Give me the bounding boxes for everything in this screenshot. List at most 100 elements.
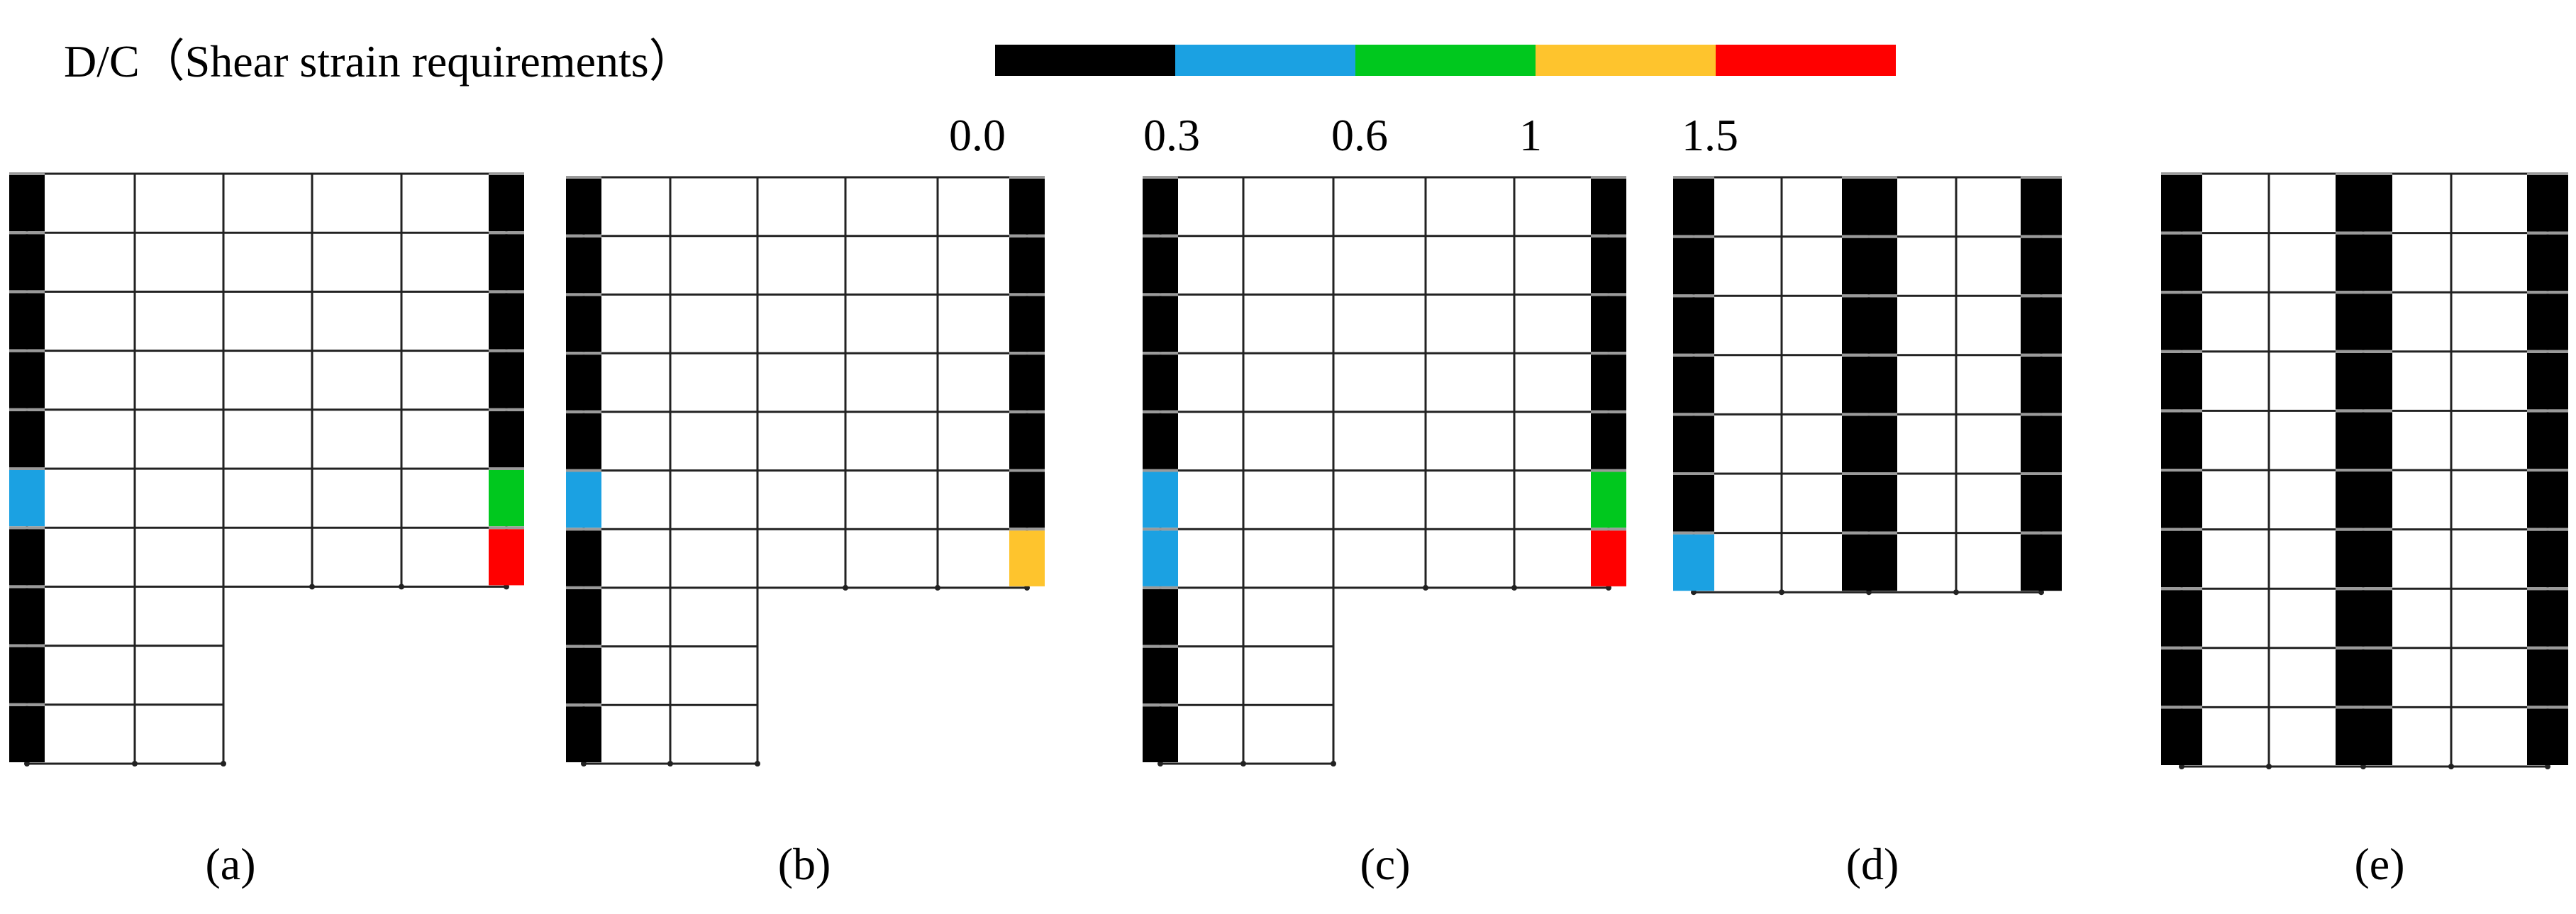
wall-right-story-3 <box>1591 296 1626 352</box>
support-node <box>843 584 848 591</box>
wall-center-story-6 <box>1842 475 1897 532</box>
wall-center-story-7 <box>1842 534 1897 591</box>
legend-tick-label: 1 <box>1519 110 1542 160</box>
support-node <box>1691 589 1697 596</box>
wall-left-story-3 <box>1143 296 1178 352</box>
wall-left-story-1 <box>566 179 601 235</box>
support-node <box>1240 761 1246 767</box>
support-node <box>1511 584 1517 591</box>
wall-right-story-7 <box>1009 530 1045 586</box>
wall-left-story-7 <box>2161 530 2202 588</box>
wall-left-story-9 <box>566 647 601 704</box>
wall-right-story-5 <box>2021 416 2062 472</box>
wall-left-story-3 <box>566 296 601 352</box>
legend-tick-label: 0.3 <box>1143 110 1200 160</box>
wall-right-story-1 <box>2021 179 2062 235</box>
panel-labels: (a) (b) (c) (d) (e) <box>205 839 2404 889</box>
panel-d <box>1673 176 2062 596</box>
wall-left-story-1 <box>9 175 45 232</box>
legend: D/C（Shear strain requirements） 0.0 0.3 0.6… <box>64 36 1896 160</box>
wall-left-story-9 <box>2161 649 2202 706</box>
support-node <box>309 584 315 590</box>
support-node <box>935 584 940 591</box>
wall-left-story-7 <box>1143 530 1178 586</box>
wall-right-story-4 <box>1591 355 1626 411</box>
wall-right-story-5 <box>1591 413 1626 469</box>
legend-swatch-1 <box>1175 45 1355 76</box>
wall-center-story-4 <box>2336 352 2392 410</box>
wall-left-story-6 <box>566 472 601 528</box>
support-node <box>2038 589 2044 596</box>
panel-label-a: (a) <box>205 839 255 889</box>
wall-center-story-6 <box>2336 472 2392 528</box>
support-node <box>2266 764 2272 769</box>
wall-right-story-1 <box>1009 179 1045 235</box>
frame-panels <box>9 172 2568 769</box>
wall-left-story-1 <box>2161 175 2202 232</box>
wall-right-story-2 <box>2021 238 2062 295</box>
panel-e <box>2161 172 2568 769</box>
legend-tick-label: 1.5 <box>1682 110 1738 160</box>
wall-center-story-8 <box>2336 590 2392 647</box>
wall-left-story-8 <box>1143 589 1178 645</box>
wall-right-story-6 <box>2021 475 2062 532</box>
wall-center-story-5 <box>1842 416 1897 472</box>
wall-left-story-1 <box>1143 179 1178 235</box>
wall-left-story-3 <box>9 293 45 350</box>
panel-label-e: (e) <box>2354 839 2404 889</box>
wall-left-story-8 <box>9 588 45 645</box>
wall-right-story-3 <box>2527 294 2568 350</box>
wall-left-story-7 <box>9 529 45 586</box>
wall-left-story-5 <box>566 413 601 469</box>
panel-a <box>9 172 524 767</box>
wall-left-story-10 <box>566 706 601 762</box>
panel-label-c: (c) <box>1360 839 1410 889</box>
wall-right-story-7 <box>2021 534 2062 591</box>
wall-right-story-3 <box>489 293 524 350</box>
wall-right-story-5 <box>489 411 524 467</box>
wall-left-story-5 <box>1143 413 1178 469</box>
panel-b <box>566 176 1045 767</box>
support-node <box>1779 589 1784 596</box>
legend-tick-label: 0.6 <box>1331 110 1388 160</box>
support-node <box>132 761 138 767</box>
support-node <box>1953 589 1959 596</box>
wall-left-story-9 <box>1143 647 1178 704</box>
wall-left-story-2 <box>566 237 601 294</box>
wall-right-story-1 <box>489 175 524 232</box>
wall-left-story-5 <box>9 411 45 467</box>
wall-right-story-2 <box>1009 237 1045 294</box>
wall-left-story-4 <box>1143 355 1178 411</box>
legend-swatch-4 <box>1716 45 1896 76</box>
wall-left-story-1 <box>1673 179 1714 235</box>
wall-right-story-2 <box>489 234 524 291</box>
support-node <box>2448 764 2454 769</box>
wall-right-story-2 <box>1591 237 1626 294</box>
wall-left-story-2 <box>9 234 45 291</box>
wall-right-story-7 <box>489 529 524 586</box>
wall-left-story-6 <box>1143 472 1178 528</box>
wall-left-story-3 <box>1673 297 1714 354</box>
support-node <box>667 761 673 767</box>
wall-right-story-4 <box>2021 356 2062 413</box>
legend-swatch-3 <box>1536 45 1716 76</box>
wall-left-story-4 <box>1673 356 1714 413</box>
wall-left-story-10 <box>1143 706 1178 762</box>
wall-right-story-2 <box>2527 234 2568 291</box>
wall-center-story-4 <box>1842 356 1897 413</box>
wall-left-story-10 <box>2161 708 2202 765</box>
wall-right-story-6 <box>1009 472 1045 528</box>
wall-left-story-4 <box>9 352 45 408</box>
wall-left-story-8 <box>566 589 601 645</box>
wall-left-story-2 <box>2161 234 2202 291</box>
wall-left-story-7 <box>566 530 601 586</box>
legend-swatch-2 <box>1355 45 1536 76</box>
wall-center-story-9 <box>2336 649 2392 706</box>
wall-left-story-3 <box>2161 294 2202 350</box>
wall-right-story-10 <box>2527 708 2568 765</box>
wall-center-story-2 <box>1842 238 1897 295</box>
wall-center-story-5 <box>2336 412 2392 469</box>
wall-right-story-5 <box>2527 412 2568 469</box>
wall-right-story-6 <box>489 470 524 527</box>
